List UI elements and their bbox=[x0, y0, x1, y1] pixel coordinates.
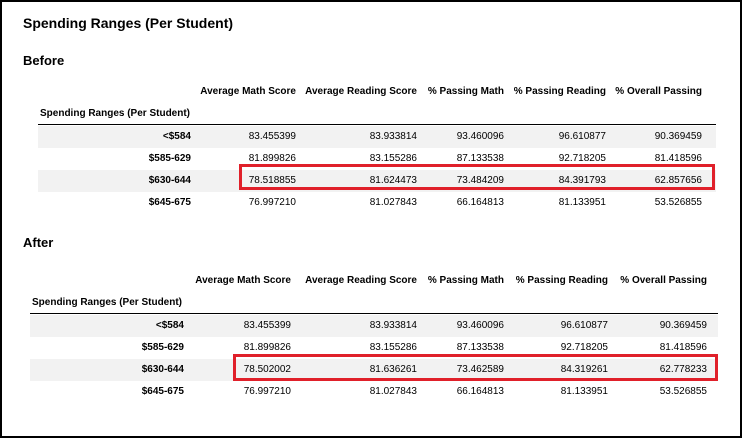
cell-avg-reading: 83.155286 bbox=[369, 153, 417, 164]
cell-avg-math: 83.455399 bbox=[243, 320, 291, 331]
cell-avg-math: 76.997210 bbox=[248, 197, 296, 208]
cell-avg-reading: 83.155286 bbox=[369, 342, 417, 353]
table-row bbox=[38, 170, 716, 192]
cell-pct-passing-math: 73.484209 bbox=[456, 175, 504, 186]
index-name-label: Spending Ranges (Per Student) bbox=[32, 297, 183, 308]
row-index-label: $630-644 bbox=[148, 175, 191, 186]
table-row bbox=[30, 315, 718, 337]
row-index-label: $585-629 bbox=[141, 342, 184, 353]
header-divider bbox=[30, 313, 718, 314]
column-header-avg-reading: Average Reading Score bbox=[305, 275, 417, 286]
row-index-label: $585-629 bbox=[148, 153, 191, 164]
page-title: Spending Ranges (Per Student) bbox=[23, 15, 234, 31]
after-table: Average Math Score Average Reading Score%… bbox=[2, 275, 740, 405]
cell-pct-passing-math: 66.164813 bbox=[456, 197, 504, 208]
cell-pct-overall-passing: 81.418596 bbox=[654, 153, 702, 164]
cell-pct-passing-reading: 81.133951 bbox=[558, 197, 606, 208]
column-header-pct-overall-passing: % Overall Passing bbox=[620, 275, 707, 286]
cell-pct-passing-math: 87.133538 bbox=[456, 153, 504, 164]
row-index-label: $645-675 bbox=[148, 197, 191, 208]
column-header-pct-passing-reading: % Passing Reading bbox=[515, 275, 608, 286]
index-name-label: Spending Ranges (Per Student) bbox=[40, 108, 191, 119]
cell-pct-passing-math: 73.462589 bbox=[456, 364, 504, 375]
table-row bbox=[30, 359, 718, 381]
row-index-label: $630-644 bbox=[141, 364, 184, 375]
cell-avg-math: 83.455399 bbox=[248, 131, 296, 142]
cell-avg-reading: 83.933814 bbox=[369, 320, 417, 331]
header-divider bbox=[38, 124, 716, 125]
cell-pct-overall-passing: 62.778233 bbox=[659, 364, 707, 375]
cell-avg-math: 81.899826 bbox=[243, 342, 291, 353]
cell-pct-overall-passing: 81.418596 bbox=[659, 342, 707, 353]
row-index-label: <$584 bbox=[162, 131, 191, 142]
cell-avg-math: 78.502002 bbox=[243, 364, 291, 375]
column-header-pct-passing-math: % Passing Math bbox=[427, 275, 504, 286]
cell-pct-passing-reading: 84.391793 bbox=[558, 175, 606, 186]
cell-pct-passing-reading: 96.610877 bbox=[560, 320, 608, 331]
after-highlight-box bbox=[233, 354, 718, 381]
cell-pct-passing-reading: 81.133951 bbox=[560, 386, 608, 397]
cell-avg-math: 76.997210 bbox=[243, 386, 291, 397]
cell-pct-overall-passing: 90.369459 bbox=[659, 320, 707, 331]
cell-pct-overall-passing: 53.526855 bbox=[654, 197, 702, 208]
cell-avg-reading: 81.636261 bbox=[369, 364, 417, 375]
column-header-avg-reading: Average Reading Score bbox=[305, 86, 417, 97]
cell-avg-reading: 83.933814 bbox=[369, 131, 417, 142]
cell-pct-overall-passing: 90.369459 bbox=[654, 131, 702, 142]
cell-avg-reading: 81.027843 bbox=[369, 197, 417, 208]
table-row bbox=[38, 126, 716, 148]
after-label: After bbox=[23, 235, 54, 250]
cell-avg-math: 78.518855 bbox=[248, 175, 296, 186]
cell-pct-passing-math: 93.460096 bbox=[456, 320, 504, 331]
cell-avg-reading: 81.027843 bbox=[369, 386, 417, 397]
before-label: Before bbox=[23, 53, 65, 68]
row-index-label: <$584 bbox=[155, 320, 184, 331]
before-table: Average Math Score Average Reading Score%… bbox=[2, 86, 740, 216]
before-highlight-box bbox=[239, 164, 715, 190]
cell-pct-passing-reading: 84.319261 bbox=[560, 364, 608, 375]
column-header-pct-passing-math: % Passing Math bbox=[427, 86, 504, 97]
cell-pct-passing-reading: 92.718205 bbox=[560, 342, 608, 353]
row-index-label: $645-675 bbox=[141, 386, 184, 397]
cell-pct-passing-math: 93.460096 bbox=[456, 131, 504, 142]
cell-pct-passing-math: 66.164813 bbox=[456, 386, 504, 397]
column-header-pct-passing-reading: % Passing Reading bbox=[513, 86, 606, 97]
cell-avg-math: 81.899826 bbox=[248, 153, 296, 164]
cell-pct-overall-passing: 62.857656 bbox=[654, 175, 702, 186]
column-header-avg-math: Average Math Score bbox=[200, 86, 296, 97]
cell-pct-passing-reading: 96.610877 bbox=[558, 131, 606, 142]
cell-avg-reading: 81.624473 bbox=[369, 175, 417, 186]
cell-pct-passing-math: 87.133538 bbox=[456, 342, 504, 353]
cell-pct-overall-passing: 53.526855 bbox=[659, 386, 707, 397]
cell-pct-passing-reading: 92.718205 bbox=[558, 153, 606, 164]
column-header-pct-overall-passing: % Overall Passing bbox=[615, 86, 702, 97]
column-header-avg-math: Average Math Score bbox=[195, 275, 291, 286]
